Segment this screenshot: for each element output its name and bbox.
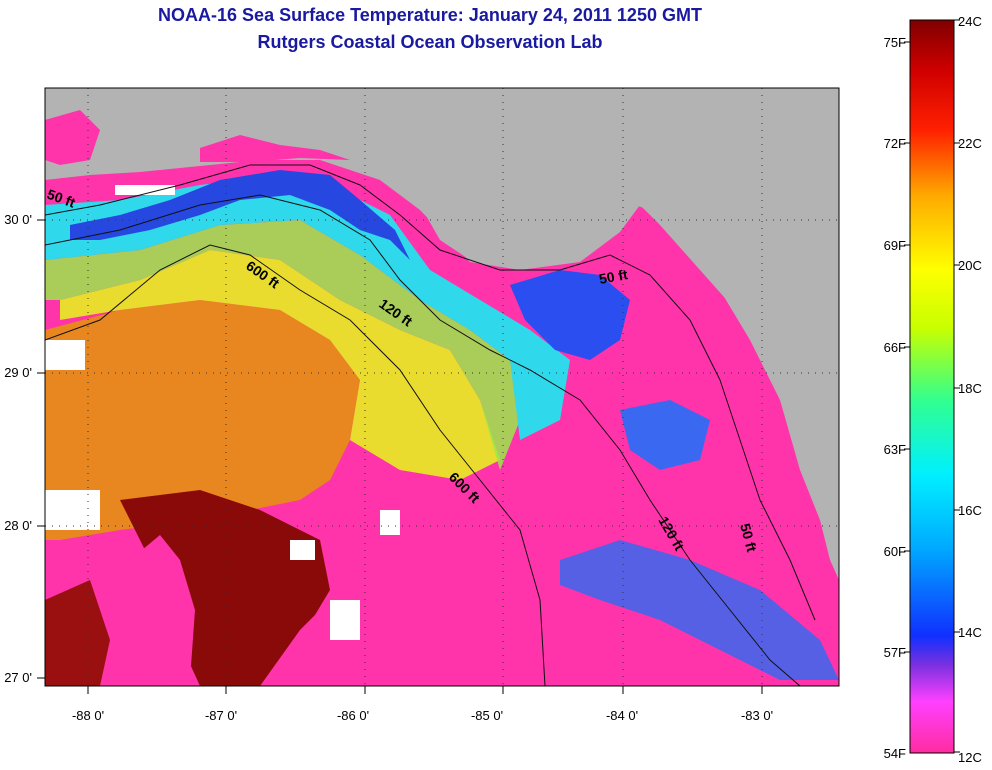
hot-water-west [45,580,110,686]
coastal-fringe [45,110,100,165]
lon-tick-label: -86 0' [337,708,369,723]
contour-label: 50 ft [598,266,629,287]
contour-600ft [45,244,546,686]
colorbar-f-label: 60F [884,544,906,559]
colorbar-c-label: 24C [958,14,982,29]
cold-water [70,170,410,260]
colorbar-c-label: 16C [958,503,982,518]
plot-frame [44,87,840,687]
cold-water-offshore [620,400,710,470]
colorbar-c-label: 18C [958,381,982,396]
colorbar-c-label: 14C [958,625,982,640]
contour-120ft [45,194,801,686]
tick-marks [37,219,763,694]
cool-water [45,175,570,440]
colorbar-ticks [904,19,960,753]
colorbar-f-label: 69F [884,238,906,253]
contour-50ft [45,164,816,621]
colorbar-f-label: 54F [884,746,906,761]
cold-water-south [560,540,839,680]
lat-tick-label: 27 0' [4,670,32,685]
coastal-fringe-panhandle [200,135,350,162]
hot-water [120,490,330,686]
colorbar-c-label: 12C [958,750,982,765]
warm-water [45,300,360,540]
map-subtitle: Rutgers Coastal Ocean Observation Lab [257,32,603,52]
florida-land [45,88,839,560]
cloud-speckles [45,140,400,640]
bathymetry-contours [45,164,816,686]
colorbar-f-label: 66F [884,340,906,355]
map-title: NOAA-16 Sea Surface Temperature: January… [158,5,702,25]
lon-tick-label: -87 0' [205,708,237,723]
colorbar-f-label: 57F [884,645,906,660]
lon-tick-label: -83 0' [741,708,773,723]
colorbar-c-label: 20C [958,258,982,273]
cold-water-bigbend [510,270,630,360]
colorbar [909,19,955,754]
colorbar-f-label: 75F [884,35,906,50]
lat-tick-label: 28 0' [4,518,32,533]
lon-tick-label: -85 0' [471,708,503,723]
cloud-patch [120,535,195,686]
mid-water [60,250,500,480]
contour-label: 50 ft [737,522,760,554]
lon-tick-label: -84 0' [606,708,638,723]
colorbar-f-label: 72F [884,136,906,151]
sst-field: 50 ft 600 ft 120 ft 50 ft 600 ft 120 ft … [45,88,839,686]
colorbar-f-label: 63F [884,442,906,457]
colorbar-c-label: 22C [958,136,982,151]
lat-tick-label: 30 0' [4,212,32,227]
lon-tick-label: -88 0' [72,708,104,723]
cloud-patch-south [260,600,400,686]
lat-tick-label: 29 0' [4,365,32,380]
